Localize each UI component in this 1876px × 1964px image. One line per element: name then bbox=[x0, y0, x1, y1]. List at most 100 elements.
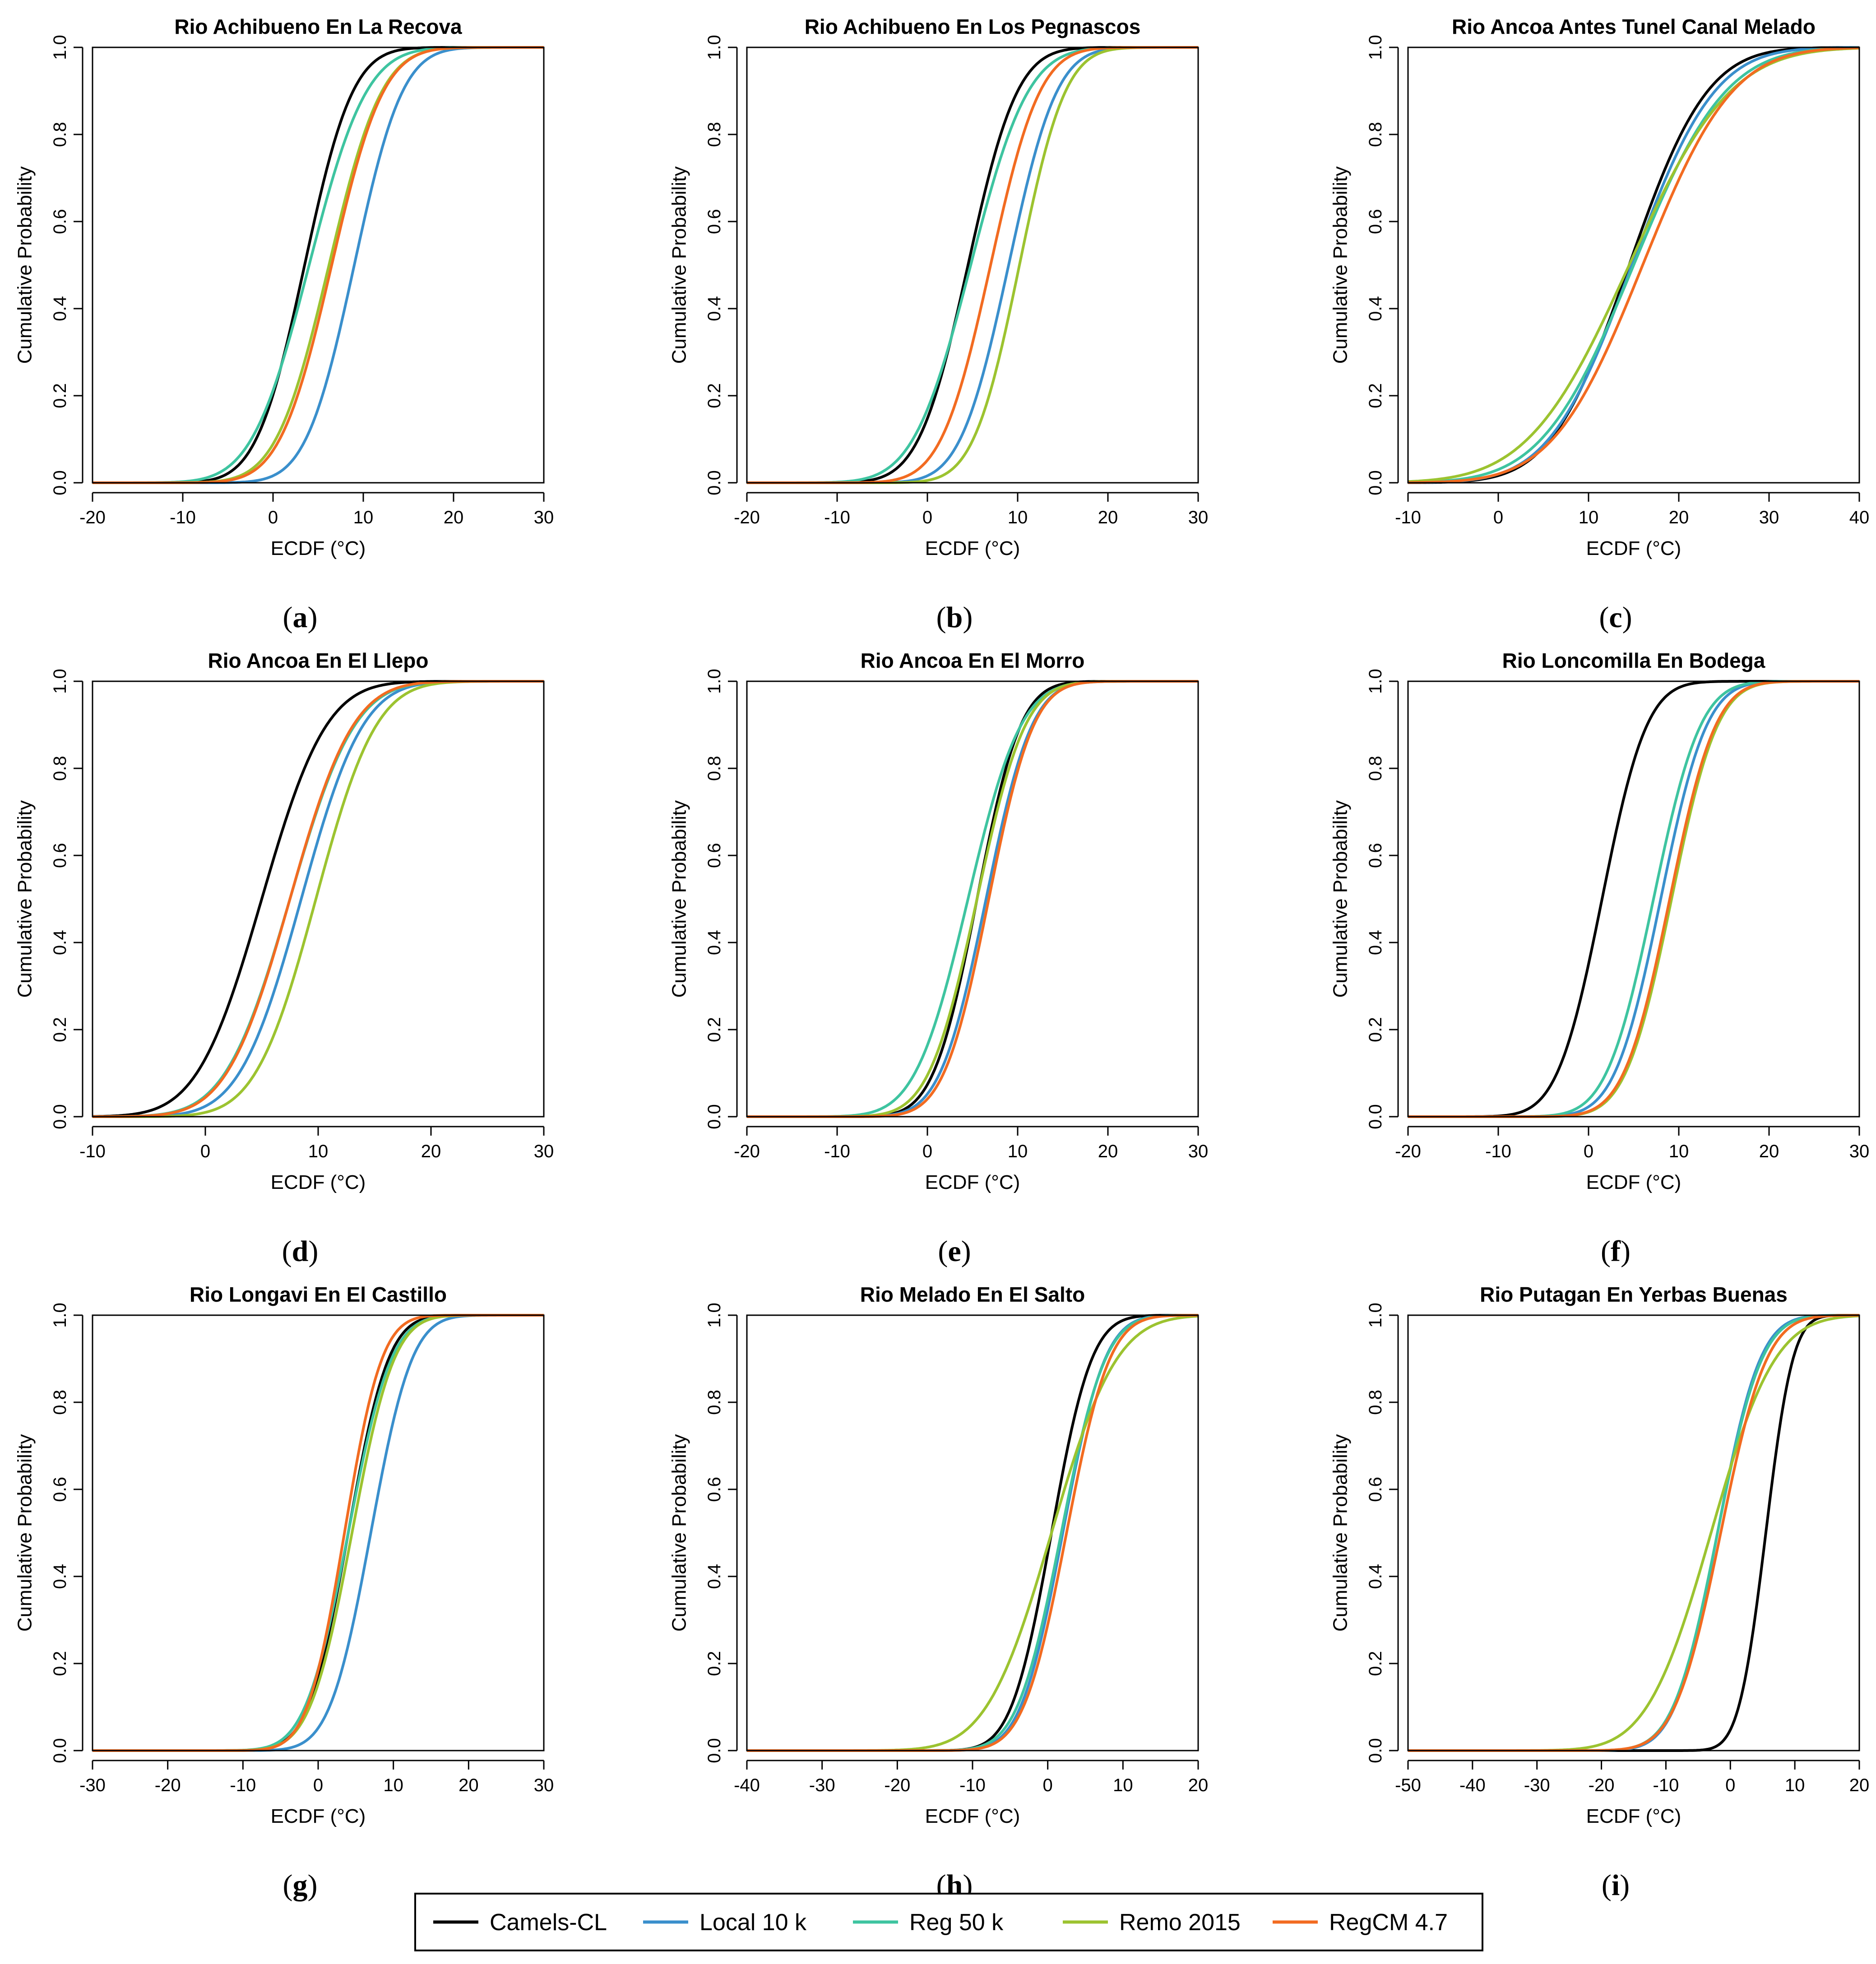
y-tick-label: 0.4 bbox=[1366, 296, 1385, 321]
x-tick-label: 10 bbox=[1785, 1775, 1805, 1795]
plot-frame bbox=[92, 46, 545, 484]
y-tick-label: 0.2 bbox=[50, 1651, 70, 1676]
ecdf-line-local-10-k bbox=[747, 680, 1198, 1118]
ecdf-line-regcm-4-7 bbox=[1408, 46, 1860, 484]
legend-label: Reg 50 k bbox=[909, 1909, 1004, 1936]
panel-title: Rio Ancoa Antes Tunel Canal Melado bbox=[1452, 15, 1816, 38]
plot-frame bbox=[746, 1314, 1199, 1751]
ecdf-line-camels-cl bbox=[747, 1314, 1198, 1752]
y-tick-label: 0.8 bbox=[704, 122, 724, 147]
ecdf-line-regcm-4-7 bbox=[747, 680, 1198, 1118]
x-tick-label: -30 bbox=[79, 1775, 106, 1795]
x-tick-label: -10 bbox=[230, 1775, 256, 1795]
y-tick-label: 1.0 bbox=[704, 669, 724, 694]
panel-caption-letter: g bbox=[293, 1869, 308, 1902]
x-tick-label: 30 bbox=[534, 1141, 554, 1161]
y-tick-label: 0.8 bbox=[50, 756, 70, 781]
x-tick-label: 0 bbox=[1493, 508, 1503, 527]
x-tick-label: 0 bbox=[1043, 1775, 1053, 1795]
panel-caption: (e) bbox=[938, 1235, 971, 1268]
x-tick-label: 30 bbox=[1759, 508, 1779, 527]
x-tick-label: -50 bbox=[1395, 1775, 1421, 1795]
ecdf-line-camels-cl bbox=[1408, 1314, 1859, 1752]
y-tick-label: 0.6 bbox=[50, 209, 70, 234]
y-tick-label: 0.4 bbox=[50, 1564, 70, 1589]
x-tick-label: 40 bbox=[1849, 508, 1870, 527]
panel-i: Rio Putagan En Yerbas Buenas -50 -40 -30 -20… bbox=[1329, 1283, 1870, 1902]
panel-caption-letter: e bbox=[948, 1235, 961, 1268]
legend-label: Camels-CL bbox=[490, 1909, 607, 1936]
x-tick-label: 10 bbox=[383, 1775, 403, 1795]
y-tick-label: 0.8 bbox=[50, 1390, 70, 1415]
ecdf-line-regcm-4-7 bbox=[93, 46, 544, 484]
panel-a: Rio Achibueno En La Recova -20 -10 0 10 20 30 E… bbox=[14, 15, 554, 634]
y-tick-label: 0.6 bbox=[704, 1477, 724, 1502]
panel-title: Rio Melado En El Salto bbox=[860, 1283, 1085, 1306]
x-tick-label: 20 bbox=[444, 508, 464, 527]
y-tick-label: 0.8 bbox=[1366, 1390, 1385, 1415]
y-tick-label: 1.0 bbox=[704, 1303, 724, 1328]
x-tick-label: -20 bbox=[1395, 1141, 1421, 1161]
x-tick-label: -10 bbox=[79, 1141, 106, 1161]
plot-frame bbox=[746, 680, 1199, 1118]
panel-caption-letter: d bbox=[292, 1235, 309, 1268]
y-tick-label: 0.0 bbox=[704, 1738, 724, 1763]
ecdf-line-local-10-k bbox=[93, 46, 544, 484]
y-tick-label: 0.2 bbox=[50, 383, 70, 408]
y-tick-label: 0.6 bbox=[50, 1477, 70, 1502]
x-tick-label: 0 bbox=[268, 508, 278, 527]
panel-caption: (f) bbox=[1601, 1235, 1630, 1268]
plot-frame bbox=[92, 1314, 545, 1751]
ecdf-line-regcm-4-7 bbox=[93, 680, 544, 1118]
y-tick-label: 0.0 bbox=[1366, 1738, 1385, 1763]
x-tick-label: -20 bbox=[734, 1141, 760, 1161]
ecdf-line-regcm-4-7 bbox=[747, 46, 1198, 484]
y-tick-label: 0.0 bbox=[50, 470, 70, 495]
x-tick-label: -20 bbox=[734, 508, 760, 527]
panel-caption-letter: b bbox=[946, 601, 963, 634]
y-axis-title: Cumulative Probability bbox=[1329, 1434, 1352, 1632]
x-tick-label: 30 bbox=[534, 508, 554, 527]
x-tick-label: -20 bbox=[79, 508, 106, 527]
panel-caption-letter: c bbox=[1609, 601, 1622, 634]
ecdf-line-reg-50-k bbox=[1408, 1314, 1859, 1752]
x-tick-label: 20 bbox=[1759, 1141, 1779, 1161]
panel-caption: (i) bbox=[1602, 1869, 1630, 1902]
y-tick-label: 0.6 bbox=[1366, 209, 1385, 234]
x-axis-title: ECDF (°C) bbox=[925, 1171, 1020, 1193]
y-tick-label: 1.0 bbox=[1366, 669, 1385, 694]
x-tick-label: -10 bbox=[959, 1775, 986, 1795]
plot-frame bbox=[1407, 46, 1860, 484]
y-tick-label: 0.6 bbox=[704, 843, 724, 868]
ecdf-line-local-10-k bbox=[93, 680, 544, 1118]
y-tick-label: 0.2 bbox=[1366, 1017, 1385, 1042]
plot-frame bbox=[746, 46, 1199, 484]
ecdf-line-reg-50-k bbox=[92, 680, 544, 1118]
ecdf-line-reg-50-k bbox=[93, 46, 544, 484]
y-tick-label: 0.2 bbox=[704, 383, 724, 408]
panel-title: Rio Achibueno En La Recova bbox=[174, 15, 462, 38]
legend: Camels-CL Local 10 k Reg 50 k Remo 2015 RegC… bbox=[414, 1893, 1483, 1951]
y-tick-label: 0.6 bbox=[1366, 843, 1385, 868]
x-tick-label: 10 bbox=[1669, 1141, 1689, 1161]
y-tick-label: 0.2 bbox=[704, 1651, 724, 1676]
y-tick-label: 0.8 bbox=[50, 122, 70, 147]
y-tick-label: 1.0 bbox=[1366, 35, 1385, 60]
x-tick-label: 10 bbox=[1579, 508, 1599, 527]
ecdf-line-remo-2015 bbox=[747, 46, 1198, 484]
x-tick-label: 20 bbox=[1098, 508, 1118, 527]
panel-title: Rio Ancoa En El Morro bbox=[861, 649, 1085, 672]
y-tick-label: 0.2 bbox=[704, 1017, 724, 1042]
x-tick-label: -30 bbox=[1524, 1775, 1550, 1795]
y-tick-label: 0.6 bbox=[704, 209, 724, 234]
x-axis-title: ECDF (°C) bbox=[925, 537, 1020, 559]
y-tick-label: 0.2 bbox=[50, 1017, 70, 1042]
y-tick-label: 1.0 bbox=[50, 35, 70, 60]
x-tick-label: 10 bbox=[353, 508, 374, 527]
y-tick-label: 0.4 bbox=[1366, 1564, 1385, 1589]
x-axis-title: ECDF (°C) bbox=[1586, 537, 1681, 559]
ecdf-line-regcm-4-7 bbox=[747, 1314, 1199, 1752]
y-axis-title: Cumulative Probability bbox=[14, 800, 36, 998]
x-tick-label: 0 bbox=[313, 1775, 323, 1795]
y-tick-label: 1.0 bbox=[704, 35, 724, 60]
